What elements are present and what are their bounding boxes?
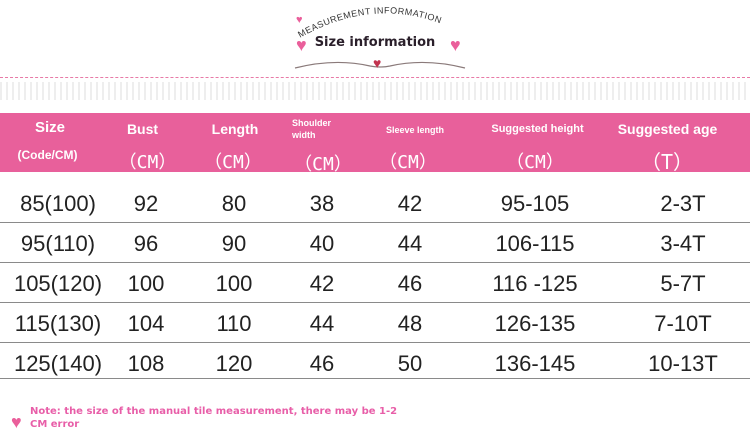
col-height-unit: （CM） bbox=[506, 152, 564, 173]
page-title: Size information bbox=[314, 35, 436, 50]
table-row: 115(130) 104 110 44 48 126-135 7-10T bbox=[0, 303, 750, 343]
table-cell: 96 bbox=[133, 231, 159, 256]
col-height: Suggested height bbox=[491, 123, 584, 135]
table-cell: 120 bbox=[215, 351, 253, 376]
measurement-arc-title: MEASUREMENT INFORMATION bbox=[294, 5, 466, 69]
col-sleeve: Sleeve length bbox=[385, 125, 445, 135]
table-cell: 46 bbox=[397, 271, 423, 296]
table-cell: 136-145 bbox=[494, 351, 576, 376]
table-cell: 106-115 bbox=[495, 231, 575, 256]
table-cell: 100 bbox=[127, 271, 165, 296]
table-cell: 100 bbox=[215, 271, 253, 296]
table-cell: 40 bbox=[309, 231, 335, 256]
table-row: 125(140) 108 120 46 50 136-145 10-13T bbox=[0, 343, 750, 379]
table-cell: 2-3T bbox=[660, 191, 706, 216]
col-bust-unit: （CM） bbox=[118, 152, 177, 173]
col-length-unit: （CM） bbox=[204, 152, 262, 173]
table-cell: 110 bbox=[216, 311, 252, 336]
table-row: 95(110) 96 90 40 44 106-115 3-4T bbox=[0, 223, 750, 263]
table-cell: 125(140) bbox=[13, 351, 103, 376]
table-cell: 95(110) bbox=[20, 231, 96, 256]
table-cell: 108 bbox=[127, 351, 165, 376]
heart-icon: ♥ bbox=[450, 35, 461, 55]
table-cell: 92 bbox=[133, 191, 159, 216]
table-cell: 44 bbox=[309, 311, 335, 336]
col-length: Length bbox=[211, 121, 259, 137]
table-cell: 116 -125 bbox=[492, 271, 578, 296]
table-cell: 42 bbox=[397, 191, 423, 216]
table-cell: 42 bbox=[309, 271, 335, 296]
col-bust: Bust bbox=[126, 121, 159, 137]
col-size-unit: (Code/CM) bbox=[17, 148, 78, 162]
heart-icon: ♥ bbox=[296, 35, 307, 55]
measurement-note: Note: the size of the manual tile measur… bbox=[30, 406, 398, 430]
divider bbox=[0, 77, 750, 78]
heart-icon: ♥ bbox=[373, 55, 382, 71]
col-age-unit: （T） bbox=[640, 150, 694, 174]
col-shoulder: Shoulder width bbox=[292, 118, 332, 140]
table-cell: 5-7T bbox=[660, 271, 706, 296]
table-cell: 126-135 bbox=[494, 311, 576, 336]
table-cell: 10-13T bbox=[648, 351, 718, 376]
table-header: Size (Code/CM) Bust （CM） Length （CM） Sho… bbox=[0, 113, 750, 175]
table-row: 85(100) 92 80 38 42 95-105 2-3T bbox=[0, 183, 750, 223]
col-size: Size bbox=[34, 119, 65, 136]
divider-stripes bbox=[0, 82, 750, 100]
table-cell: 46 bbox=[309, 351, 335, 376]
table-cell: 104 bbox=[127, 311, 165, 336]
table-cell: 44 bbox=[397, 231, 423, 256]
table-cell: 7-10T bbox=[654, 311, 712, 336]
table-cell: 105(120) bbox=[13, 271, 103, 296]
col-sleeve-unit: （CM） bbox=[379, 152, 437, 173]
col-shoulder-unit: （CM） bbox=[294, 154, 352, 175]
table-cell: 115(130) bbox=[14, 311, 102, 336]
table-cell: 90 bbox=[221, 231, 247, 256]
table-row: 105(120) 100 100 42 46 116 -125 5-7T bbox=[0, 263, 750, 303]
table-cell: 80 bbox=[221, 191, 247, 216]
table-cell: 38 bbox=[309, 191, 335, 216]
table-cell: 85(100) bbox=[20, 191, 96, 216]
table-cell: 3-4T bbox=[660, 231, 706, 256]
heart-icon: ♥ bbox=[11, 412, 22, 432]
table-cell: 48 bbox=[397, 311, 423, 336]
decorative-swirl bbox=[294, 61, 466, 69]
col-age: Suggested age bbox=[617, 121, 718, 137]
heart-icon: ♥ bbox=[296, 14, 303, 26]
table-cell: 50 bbox=[397, 351, 423, 376]
table-cell: 95-105 bbox=[500, 191, 570, 216]
